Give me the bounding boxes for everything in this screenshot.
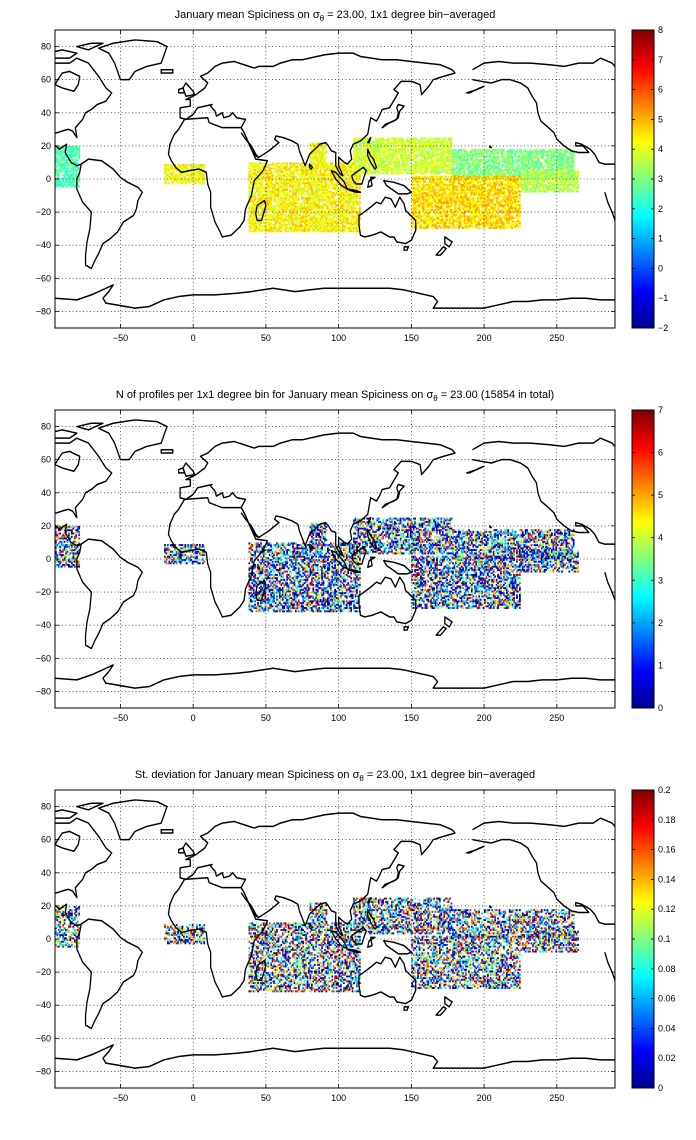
colorbar-tick-label: 0.12 — [658, 904, 676, 914]
colorbar-tick-label: 0 — [658, 263, 663, 273]
x-tick-label: 50 — [261, 713, 271, 723]
x-tick-label: 150 — [404, 333, 419, 343]
colorbar-tick-label: 6 — [658, 448, 663, 458]
colorbar-tick-label: 8 — [658, 25, 663, 35]
y-tick-label: −80 — [36, 1066, 51, 1076]
colorbar-tick-label: −1 — [658, 293, 668, 303]
y-tick-label: 60 — [41, 75, 51, 85]
colorbar-tick-label: 0.04 — [658, 1023, 676, 1033]
y-tick-label: −20 — [36, 587, 51, 597]
colorbar-tick-label: 1 — [658, 234, 663, 244]
colorbar: 8 7 6 5 4 3 2 1 0 −1 −2 — [631, 25, 668, 333]
y-tick-label: 20 — [41, 141, 51, 151]
colorbar: 7 6 5 4 3 2 1 0 — [631, 405, 663, 713]
colorbar-tick-label: 1 — [658, 660, 663, 670]
x-tick-label: −50 — [113, 713, 128, 723]
panel-title: St. deviation for January mean Spiciness… — [135, 769, 535, 783]
colorbar-tick-label: 6 — [658, 85, 663, 95]
colorbar-tick-label: 7 — [658, 405, 663, 415]
colorbar-tick-label: 0.02 — [658, 1053, 676, 1063]
x-tick-label: 200 — [477, 333, 492, 343]
map-panel-1: January mean Spiciness on σθ = 23.00, 1x… — [36, 9, 669, 343]
x-tick-label: 200 — [477, 1093, 492, 1103]
x-tick-label: 50 — [261, 1093, 271, 1103]
data-cells — [55, 517, 579, 613]
x-tick-label: 100 — [331, 333, 346, 343]
y-tick-label: −20 — [36, 207, 51, 217]
x-tick-label: 250 — [549, 713, 564, 723]
x-tick-label: 0 — [191, 333, 196, 343]
y-tick-label: −40 — [36, 620, 51, 630]
y-tick-label: −20 — [36, 967, 51, 977]
colorbar-tick-label: 4 — [658, 533, 663, 543]
colorbar-tick-label: 7 — [658, 55, 663, 65]
x-tick-label: 200 — [477, 713, 492, 723]
y-tick-label: −80 — [36, 686, 51, 696]
colorbar-tick-label: 0.14 — [658, 874, 676, 884]
y-tick-label: 80 — [41, 802, 51, 812]
colorbar-gradient — [631, 29, 655, 329]
y-tick-label: 80 — [41, 42, 51, 52]
y-tick-label: 0 — [46, 174, 51, 184]
y-tick-label: 40 — [41, 108, 51, 118]
colorbar-tick-label: 0.16 — [658, 845, 676, 855]
y-tick-label: −80 — [36, 306, 51, 316]
x-tick-label: 150 — [404, 1093, 419, 1103]
colorbar: 0.2 0.18 0.16 0.14 0.12 0.1 0.08 0.06 0.04 0.02 0 — [631, 785, 676, 1093]
y-tick-label: 80 — [41, 422, 51, 432]
y-tick-label: −40 — [36, 240, 51, 250]
data-cells — [55, 137, 579, 233]
x-tick-label: 0 — [191, 1093, 196, 1103]
y-tick-label: 40 — [41, 488, 51, 498]
y-tick-label: −60 — [36, 653, 51, 663]
colorbar-tick-label: 5 — [658, 490, 663, 500]
colorbar-tick-label: −2 — [658, 323, 668, 333]
colorbar-tick-label: 0.2 — [658, 785, 671, 795]
colorbar-tick-label: 0 — [658, 703, 663, 713]
colorbar-gradient — [631, 409, 655, 709]
colorbar-tick-label: 5 — [658, 114, 663, 124]
colorbar-tick-label: 3 — [658, 174, 663, 184]
y-tick-label: 0 — [46, 934, 51, 944]
panel-title: January mean Spiciness on σθ = 23.00, 1x… — [175, 9, 496, 23]
panel-title: N of profiles per 1x1 degree bin for Jan… — [116, 389, 554, 403]
x-tick-label: 250 — [549, 333, 564, 343]
y-tick-label: 20 — [41, 901, 51, 911]
colorbar-gradient — [631, 789, 655, 1089]
y-tick-label: −60 — [36, 1033, 51, 1043]
x-tick-label: −50 — [113, 1093, 128, 1103]
colorbar-tick-label: 0 — [658, 1083, 663, 1093]
y-tick-label: 60 — [41, 835, 51, 845]
colorbar-tick-label: 4 — [658, 144, 663, 154]
map-panel-3: St. deviation for January mean Spiciness… — [36, 769, 676, 1103]
y-tick-label: 60 — [41, 455, 51, 465]
x-tick-label: 250 — [549, 1093, 564, 1103]
x-tick-label: 100 — [331, 1093, 346, 1103]
colorbar-tick-label: 0.08 — [658, 964, 676, 974]
y-tick-label: 0 — [46, 554, 51, 564]
colorbar-tick-label: 3 — [658, 575, 663, 585]
y-tick-label: −60 — [36, 273, 51, 283]
colorbar-tick-label: 0.18 — [658, 815, 676, 825]
x-tick-label: 100 — [331, 713, 346, 723]
x-tick-label: 50 — [261, 333, 271, 343]
y-tick-label: 20 — [41, 521, 51, 531]
data-cells — [55, 897, 579, 993]
colorbar-tick-label: 2 — [658, 204, 663, 214]
x-tick-label: 0 — [191, 713, 196, 723]
colorbar-tick-label: 2 — [658, 618, 663, 628]
x-tick-label: 150 — [404, 713, 419, 723]
y-tick-label: 40 — [41, 868, 51, 878]
x-tick-label: −50 — [113, 333, 128, 343]
map-panel-2: N of profiles per 1x1 degree bin for Jan… — [36, 389, 663, 723]
colorbar-tick-label: 0.06 — [658, 994, 676, 1004]
y-tick-label: −40 — [36, 1000, 51, 1010]
colorbar-tick-label: 0.1 — [658, 934, 671, 944]
